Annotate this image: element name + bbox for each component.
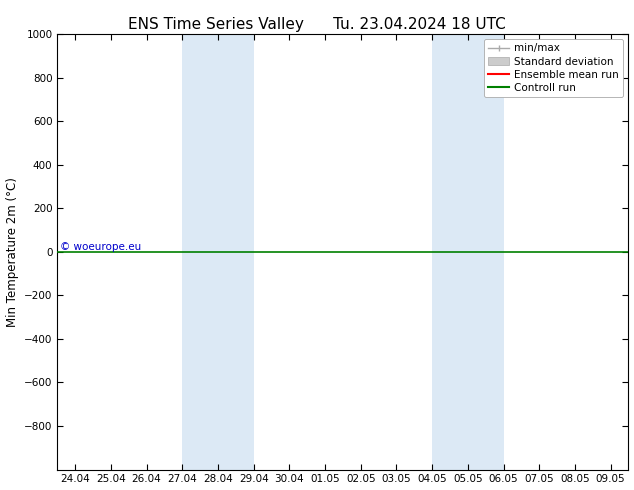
Text: ENS Time Series Valley      Tu. 23.04.2024 18 UTC: ENS Time Series Valley Tu. 23.04.2024 18… xyxy=(128,17,506,32)
Text: © woeurope.eu: © woeurope.eu xyxy=(60,242,141,252)
Y-axis label: Min Temperature 2m (°C): Min Temperature 2m (°C) xyxy=(6,177,18,327)
Bar xyxy=(432,34,503,469)
Legend: min/max, Standard deviation, Ensemble mean run, Controll run: min/max, Standard deviation, Ensemble me… xyxy=(484,39,623,97)
Bar xyxy=(182,34,254,469)
